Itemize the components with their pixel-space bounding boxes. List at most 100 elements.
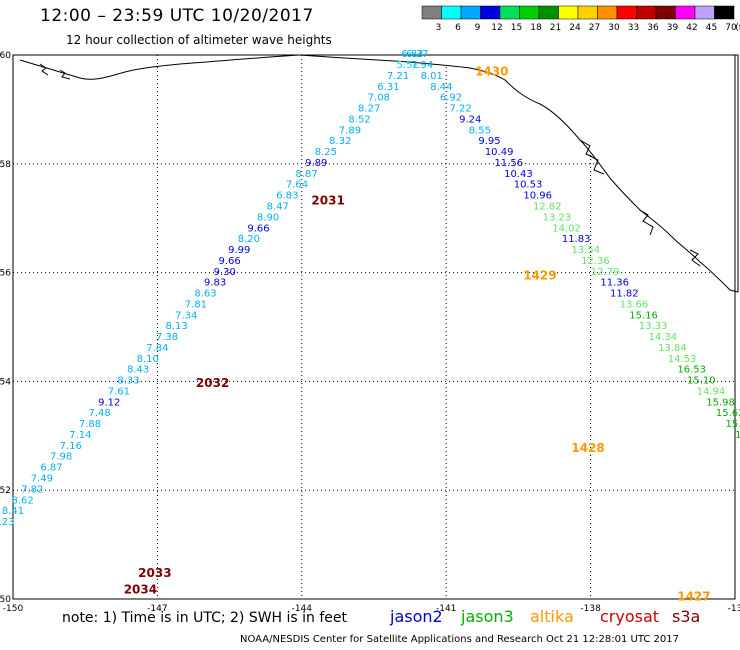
wave-height-value: 8.90 [257,212,279,223]
color-swatch [694,5,715,20]
wave-height-value: 8.47 [267,201,289,212]
color-swatch [460,5,481,20]
color-swatch [655,5,676,20]
longitude-label: -141 [436,604,456,614]
color-scale-label: 45 [706,23,717,33]
wave-height-value: 15.62 [716,408,740,419]
wave-height-value: 8.13 [166,321,188,332]
wave-height-value: 6.83 [401,49,423,60]
longitude-label: -13 [728,604,740,614]
color-scale-label: 24 [569,23,581,33]
pass-time-label: 2031 [311,194,344,208]
wave-height-value: 8.87 [295,169,317,180]
latitude-label: 52 [0,486,11,496]
wave-height-value: 7.14 [69,430,91,441]
color-scale-label: 6 [455,23,461,33]
wave-height-value: 8.43 [127,365,149,376]
wave-height-value: 14.34 [648,332,677,343]
wave-height-value: 13.66 [620,299,649,310]
map-subtitle: 12 hour collection of altimeter wave hei… [66,33,332,47]
coastline [19,54,739,293]
color-swatch [480,5,501,20]
color-scale-label: 15 [511,23,522,33]
wave-height-value: 8.63 [194,289,216,300]
color-scale-label: 12 [491,23,502,33]
color-swatch [519,5,540,20]
wave-height-value: 8.44 [430,82,452,93]
wave-height-value: 7.38 [156,332,178,343]
color-swatch [636,5,657,20]
wave-height-value: 15.16 [629,310,658,321]
latitude-label: 56 [0,269,11,279]
wave-height-value: 8.41 [2,506,24,517]
wave-height-value: 9.66 [218,256,240,267]
wave-height-value: 12.79 [591,267,620,278]
wave-height-value: 7.82 [21,484,43,495]
color-scale-label: 9 [475,23,481,33]
color-scale-label: 3 [436,23,442,33]
color-scale-label: 27 [589,23,600,33]
wave-height-value: 8.25 [315,147,337,158]
color-scale-unit: (ft) [735,23,740,33]
wave-height-value: 8.33 [117,376,139,387]
color-swatch [558,5,579,20]
wave-height-value: 11.56 [494,158,523,169]
wave-height-value: 7.84 [146,343,168,354]
wave-height-value: 9.95 [478,136,500,147]
wave-height-value: 12.36 [581,256,610,267]
map-frame [12,54,736,600]
wave-height-value: 16.53 [677,365,706,376]
graticule [13,55,735,599]
color-swatch [577,5,598,20]
wave-height-value: 8.32 [329,136,351,147]
color-scale-label: 18 [530,23,542,33]
sensor-legend-cryosat: cryosat [600,607,660,626]
color-scale-label: 30 [608,23,620,33]
latitude-label: 58 [0,160,11,170]
map-title: 12:00 – 23:59 UTC 10/20/2017 [40,6,314,26]
wave-height-value: 13.84 [658,343,687,354]
wave-height-value: 11.83 [562,234,591,245]
latitude-label: 50 [0,595,11,605]
wave-height-value: 8.10 [137,354,159,365]
wave-height-value: 8.62 [11,495,33,506]
wave-height-value: 6.83 [276,191,298,202]
wave-height-value: 10.96 [523,191,552,202]
wave-height-value: 9.89 [305,158,327,169]
color-swatch [597,5,618,20]
color-swatch [499,5,520,20]
wave-height-value: 7.22 [450,104,472,115]
color-scale-label: 36 [647,23,659,33]
wave-height-value: 11.82 [610,289,639,300]
color-swatch [421,5,442,20]
sensor-legend-jason2: jason2 [390,607,443,626]
wave-height-value: 13.33 [639,321,668,332]
wave-height-value: 7.88 [79,419,101,430]
color-swatch [441,5,462,20]
color-swatch [675,5,696,20]
wave-height-value: 9.83 [204,278,226,289]
sensor-legend-altika: altika [530,607,574,626]
color-scale-label: 33 [628,23,639,33]
color-scale-label: 42 [686,23,697,33]
wave-height-value: 14.94 [697,386,726,397]
wave-height-value: 7.21 [387,71,409,82]
wave-height-value: 9.99 [228,245,250,256]
wave-height-value: 7.89 [339,125,361,136]
pass-time-label: 1427 [677,590,710,604]
footer-credit: NOAA/NESDIS Center for Satellite Applica… [240,634,679,645]
footer-note: note: 1) Time is in UTC; 2) SWH is in fe… [62,610,348,626]
wave-height-value: 7.94 [411,60,433,71]
sensor-legend-s3a: s3a [672,607,701,626]
wave-height-value: 13.23 [543,212,572,223]
wave-height-value: 7.08 [368,93,390,104]
longitude-label: -147 [147,604,167,614]
wave-height-value: 8.52 [348,114,370,125]
wave-height-value: 11.36 [600,278,629,289]
wave-height-value: 14.02 [552,223,581,234]
wave-height-value: 8.23 [0,517,15,528]
wave-height-value: 14.53 [668,354,697,365]
pass-time-label: 2033 [138,566,171,580]
